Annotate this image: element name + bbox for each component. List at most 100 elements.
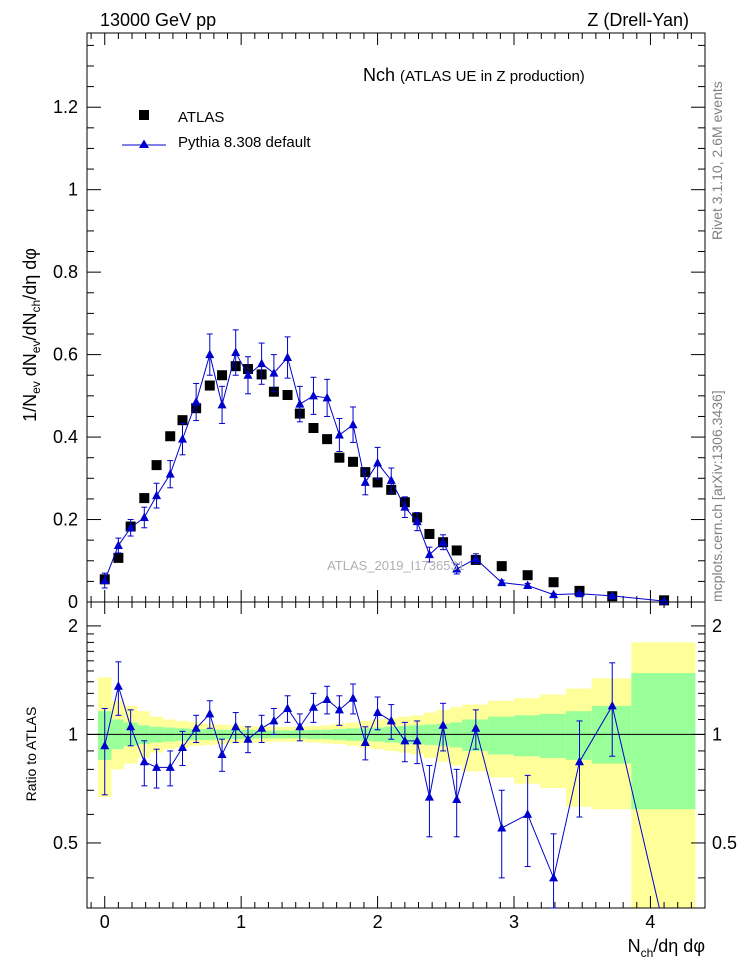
analysis-watermark: ATLAS_2019_I1736531	[327, 558, 465, 573]
ratio-point	[412, 735, 422, 745]
pythia-point	[217, 399, 227, 409]
main-y-tick-label: 0.2	[53, 510, 78, 530]
pythia-point	[424, 549, 434, 559]
legend-pythia-marker	[139, 139, 149, 148]
x-tick-label: 0	[100, 912, 110, 932]
x-tick-label: 4	[645, 912, 655, 932]
band-stat-bin	[462, 719, 489, 751]
ratio-point	[165, 762, 175, 771]
ratio-point	[607, 700, 617, 710]
pythia-point	[139, 512, 149, 521]
ratio-point	[452, 794, 462, 803]
atlas-point	[113, 552, 124, 563]
ratio-point	[438, 720, 448, 729]
pythia-point	[373, 458, 383, 467]
ratio-point	[269, 715, 279, 725]
x-tick-label: 2	[373, 912, 383, 932]
x-axis-title: Nch/dη dφ	[628, 936, 705, 960]
ratio-y-tick-label: 2	[68, 616, 78, 636]
main-panel: 0 0.2 0.4 0.6 0.8 1 1.2	[53, 32, 706, 612]
atlas-point	[217, 370, 228, 381]
ratio-point	[424, 792, 434, 801]
pythia-point	[574, 588, 584, 598]
pythia-point	[322, 392, 332, 402]
ratio-point	[113, 681, 123, 690]
rivet-info-label: Rivet 3.1.10, 2.6M events	[709, 81, 725, 240]
pythia-point	[177, 434, 187, 443]
ratio-y-axis-title: Ratio to ATLAS	[23, 707, 39, 802]
atlas-point	[151, 460, 162, 471]
pythia-point	[334, 430, 344, 439]
legend-pythia-label: Pythia 8.308 default	[178, 134, 311, 151]
main-y-axis-title: 1/Nev dNev/dNch/dη dφ	[20, 248, 43, 422]
main-y-tick-label: 1.2	[53, 97, 78, 117]
pythia-point	[205, 349, 215, 359]
ratio-point	[400, 735, 410, 745]
pythia-point	[497, 577, 507, 587]
pythia-point	[360, 477, 370, 486]
ratio-point	[549, 872, 559, 882]
atlas-point	[165, 431, 176, 442]
pythia-point	[126, 522, 136, 532]
band-stat-bin	[449, 722, 463, 748]
ratio-point	[243, 734, 253, 743]
ratio-point	[217, 749, 227, 758]
legend: ATLAS Pythia 8.308 default	[122, 109, 311, 151]
atlas-point	[322, 434, 333, 445]
band-stat-bin	[539, 713, 566, 759]
ratio-point	[322, 694, 332, 703]
ratio-point	[523, 809, 533, 818]
pythia-point	[100, 575, 110, 585]
main-y-tick-label: 0.6	[53, 345, 78, 365]
atlas-point	[548, 577, 559, 588]
pythia-point	[231, 347, 241, 357]
ratio-point	[497, 823, 507, 832]
pythia-point	[659, 596, 669, 605]
main-y-tick-label: 0.8	[53, 262, 78, 282]
band-stat-bin	[488, 716, 515, 755]
ratio-point	[373, 707, 383, 717]
pythia-point	[412, 516, 422, 526]
pythia-point	[523, 580, 533, 590]
ratio-point	[205, 708, 215, 718]
ratio-point	[100, 740, 110, 750]
atlas-point	[177, 415, 188, 426]
pythia-point	[308, 390, 318, 400]
ratio-point	[334, 704, 344, 714]
x-tick-label: 3	[509, 912, 519, 932]
ratio-point	[126, 721, 136, 731]
pythia-point	[165, 469, 175, 478]
atlas-point	[372, 477, 383, 488]
pythia-point	[386, 475, 396, 484]
legend-atlas-label: ATLAS	[178, 109, 224, 126]
pythia-point	[452, 564, 462, 573]
ratio-point	[139, 756, 149, 766]
ratio-y-tick-label: 1	[68, 724, 78, 744]
atlas-point	[139, 493, 150, 504]
pythia-point	[283, 352, 293, 361]
ratio-point	[348, 693, 358, 702]
ratio-point	[191, 723, 201, 732]
atlas-point	[204, 380, 215, 391]
main-y-tick-label: 1	[68, 180, 78, 200]
ratio-panel: 0 1 2 3 4 0.5 0.5 1 1 2 2	[53, 601, 737, 932]
atlas-point	[451, 545, 462, 556]
main-subtitle: (ATLAS UE in Z production)	[400, 68, 585, 85]
ratio-point	[471, 723, 481, 732]
mcplots-info-label: mcplots.cern.ch [arXiv:1306.3436]	[709, 390, 725, 602]
main-y-tick-label: 0.4	[53, 427, 78, 447]
ratio-point	[295, 721, 305, 731]
ratio-point	[308, 702, 318, 711]
header-energy-label: 13000 GeV pp	[100, 10, 216, 30]
atlas-point	[522, 570, 533, 581]
ratio-point	[386, 715, 396, 725]
pythia-point	[471, 553, 481, 563]
header-process-label: Z (Drell-Yan)	[587, 10, 689, 30]
atlas-point	[424, 528, 435, 539]
pythia-point	[549, 589, 559, 599]
ratio-point	[283, 703, 293, 713]
ratio-point	[360, 737, 370, 746]
legend-atlas-marker	[139, 110, 149, 120]
band-stat-bin	[631, 673, 696, 810]
